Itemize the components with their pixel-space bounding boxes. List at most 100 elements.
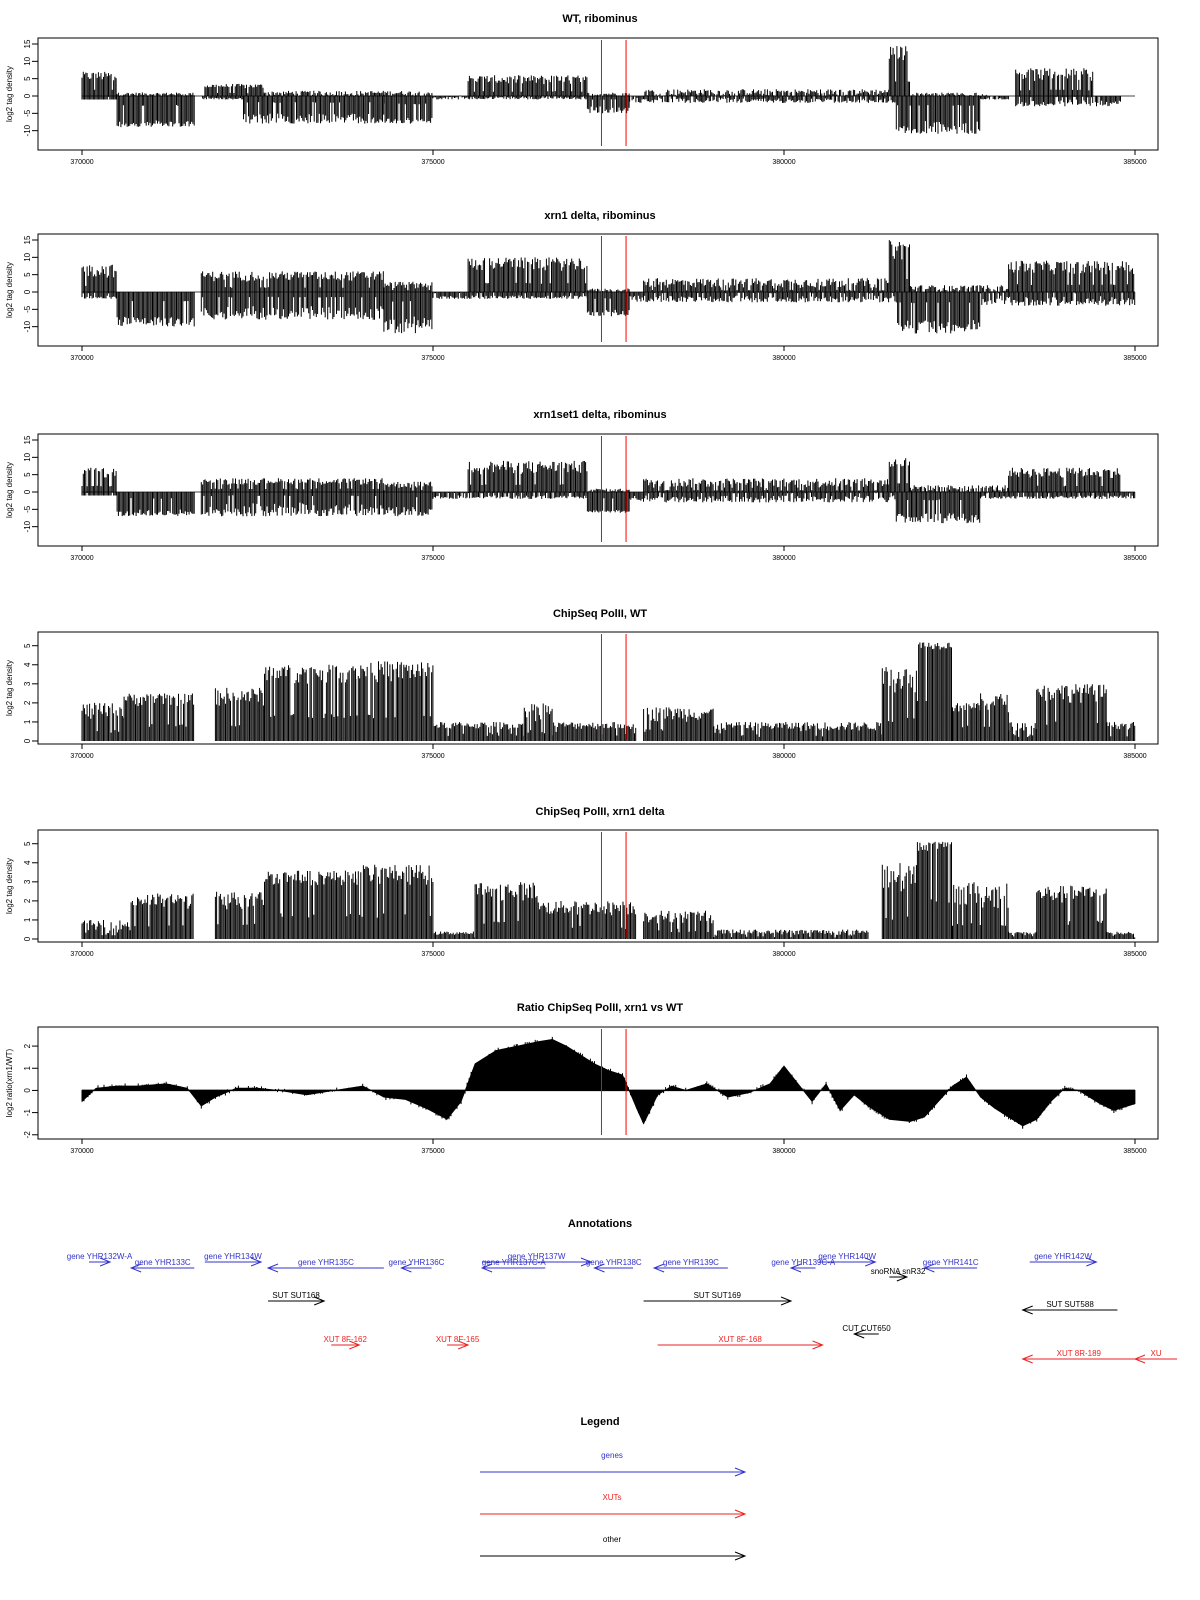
feature-label: gene YHR140W [818,1252,876,1261]
x-tick-label: 370000 [70,555,93,562]
feature-label: XUT 8F-165 [436,1335,480,1344]
feature-SUT-SUT588: SUT SUT588 [1021,1300,1118,1315]
y-tick-label: 0 [23,738,32,743]
arrow-head [865,1257,877,1267]
feature-SUT-SUT168: SUT SUT168 [268,1291,326,1306]
chart-panel-6: Ratio ChipSeq PolII, xrn1 vs WT -2 -1 0 1 2 lo… [5,1002,1159,1155]
legend-label: other [603,1535,622,1544]
feature-gene-YHR132W-A: gene YHR132W-A [67,1252,133,1267]
x-tick-label: 370000 [70,159,93,166]
chart-title: WT, ribominus [562,13,637,25]
feature-label: snoRNA snR32 [871,1267,926,1276]
y-tick-label: -10 [23,320,32,332]
feature-SUT-SUT169: SUT SUT169 [643,1291,793,1306]
data-marks [81,40,1135,146]
feature-XUT-8F-168: XUT 8F-168 [657,1335,824,1350]
feature-label: gene YHR139C [663,1258,719,1267]
arrow-head [99,1257,112,1267]
chart-panel-3: xrn1set1 delta, ribominus -10 -5 0 5 10 15 log2… [5,409,1159,562]
legend-entry-genes: genes [480,1451,747,1477]
y-tick-label: 0 [23,1088,32,1093]
y-tick-label: 5 [23,841,32,846]
y-tick-label: 10 [23,452,32,461]
y-axis: 0 1 2 3 4 5 log2 tag density [5,841,39,941]
arrow-head [734,1467,747,1477]
feature-gene-YHR137W: gene YHR137W [482,1252,593,1267]
feature-label: XUT 8F-168 [718,1335,762,1344]
feature-gene-YHR137C-A: gene YHR137C-A [480,1258,547,1273]
arrow-head [1021,1354,1033,1364]
feature-label: CUT CUT650 [842,1324,891,1333]
x-tick-label: 385000 [1123,159,1146,166]
y-tick-label: -5 [23,305,32,313]
chart-title: ChipSeq PolII, WT [553,608,647,620]
legend: Legend genes XUTs other [480,1416,747,1561]
feature-label: gene YHR137C-A [482,1258,547,1267]
y-tick-label: 15 [23,235,32,244]
feature-label: gene YHR138C [586,1258,642,1267]
ratio-detail [81,1036,1135,1129]
feature-label: gene YHR135C [298,1258,354,1267]
x-axis: 370000 375000 380000 385000 [70,1138,1147,1155]
y-axis: -10 -5 0 5 10 15 log2 tag density [5,39,39,136]
y-axis-label: log2 ratio(xrn1/WT) [5,1048,14,1117]
arrow-head [734,1551,747,1561]
feature-snoRNA-snR32: snoRNA snR32 [871,1267,926,1282]
series-density [81,642,1136,741]
feature-XUT-8F-165: XUT 8F-165 [436,1335,480,1350]
feature-gene-YHR142W: gene YHR142W [1029,1252,1098,1267]
y-tick-label: -2 [23,1131,32,1139]
x-tick-label: 385000 [1123,355,1146,362]
y-axis: 0 1 2 3 4 5 log2 tag density [5,643,39,743]
feature-gene-YHR134W: gene YHR134W [204,1252,263,1267]
data-marks [81,1029,1136,1135]
feature-XUT-8R-189: XUT 8R-189 [1021,1349,1135,1364]
x-axis: 370000 375000 380000 385000 [70,545,1147,562]
series-plus-strand [81,46,1094,96]
feature-label: gene YHR132W-A [67,1252,133,1261]
bar-cluster [81,46,1094,96]
x-tick-label: 375000 [421,753,444,760]
chart-title: xrn1set1 delta, ribominus [533,409,666,421]
chart-title: xrn1 delta, ribominus [544,210,655,222]
arrow-head [593,1263,605,1273]
arrow-head [457,1340,470,1350]
data-marks [81,436,1136,542]
arrow-head [580,1257,593,1267]
feature-label: XUT 8R-189 [1057,1349,1102,1358]
bar-cluster [81,240,1135,292]
arrow-head [129,1263,142,1273]
x-tick-label: 375000 [421,159,444,166]
legend-entry-other: other [480,1535,747,1561]
arrow-head [266,1263,279,1273]
y-tick-label: 3 [23,681,32,686]
y-axis-label: log2 tag density [5,858,14,914]
feature-label: gene YHR137W [508,1252,566,1261]
arrow-head [734,1509,747,1519]
x-tick-label: 385000 [1123,753,1146,760]
series-minus-strand [81,492,1136,524]
series-plus-strand [81,240,1135,292]
arrow-head [812,1340,824,1350]
y-tick-label: 1 [23,719,32,724]
bar-cluster [81,841,1136,939]
feature-CUT-CUT650: CUT CUT650 [842,1324,891,1339]
x-tick-label: 380000 [772,951,795,958]
feature-label: gene YHR142W [1034,1252,1092,1261]
arrow-head [1021,1305,1033,1315]
y-tick-label: 0 [23,489,32,494]
series-minus-strand [81,95,1121,134]
feature-label: gene YHR133C [135,1258,191,1267]
feature-gene-YHR141C: gene YHR141C [923,1258,979,1273]
y-tick-label: 15 [23,39,32,48]
y-axis-label: log2 tag density [5,262,14,318]
y-tick-label: 3 [23,879,32,884]
x-tick-label: 385000 [1123,1148,1146,1155]
feature-label: SUT SUT168 [272,1291,320,1300]
feature-label: gene YHR139C-A [771,1258,836,1267]
feature-gene-YHR135C: gene YHR135C [266,1258,384,1273]
arrow-head [780,1296,793,1306]
arrow-head [314,1296,326,1306]
